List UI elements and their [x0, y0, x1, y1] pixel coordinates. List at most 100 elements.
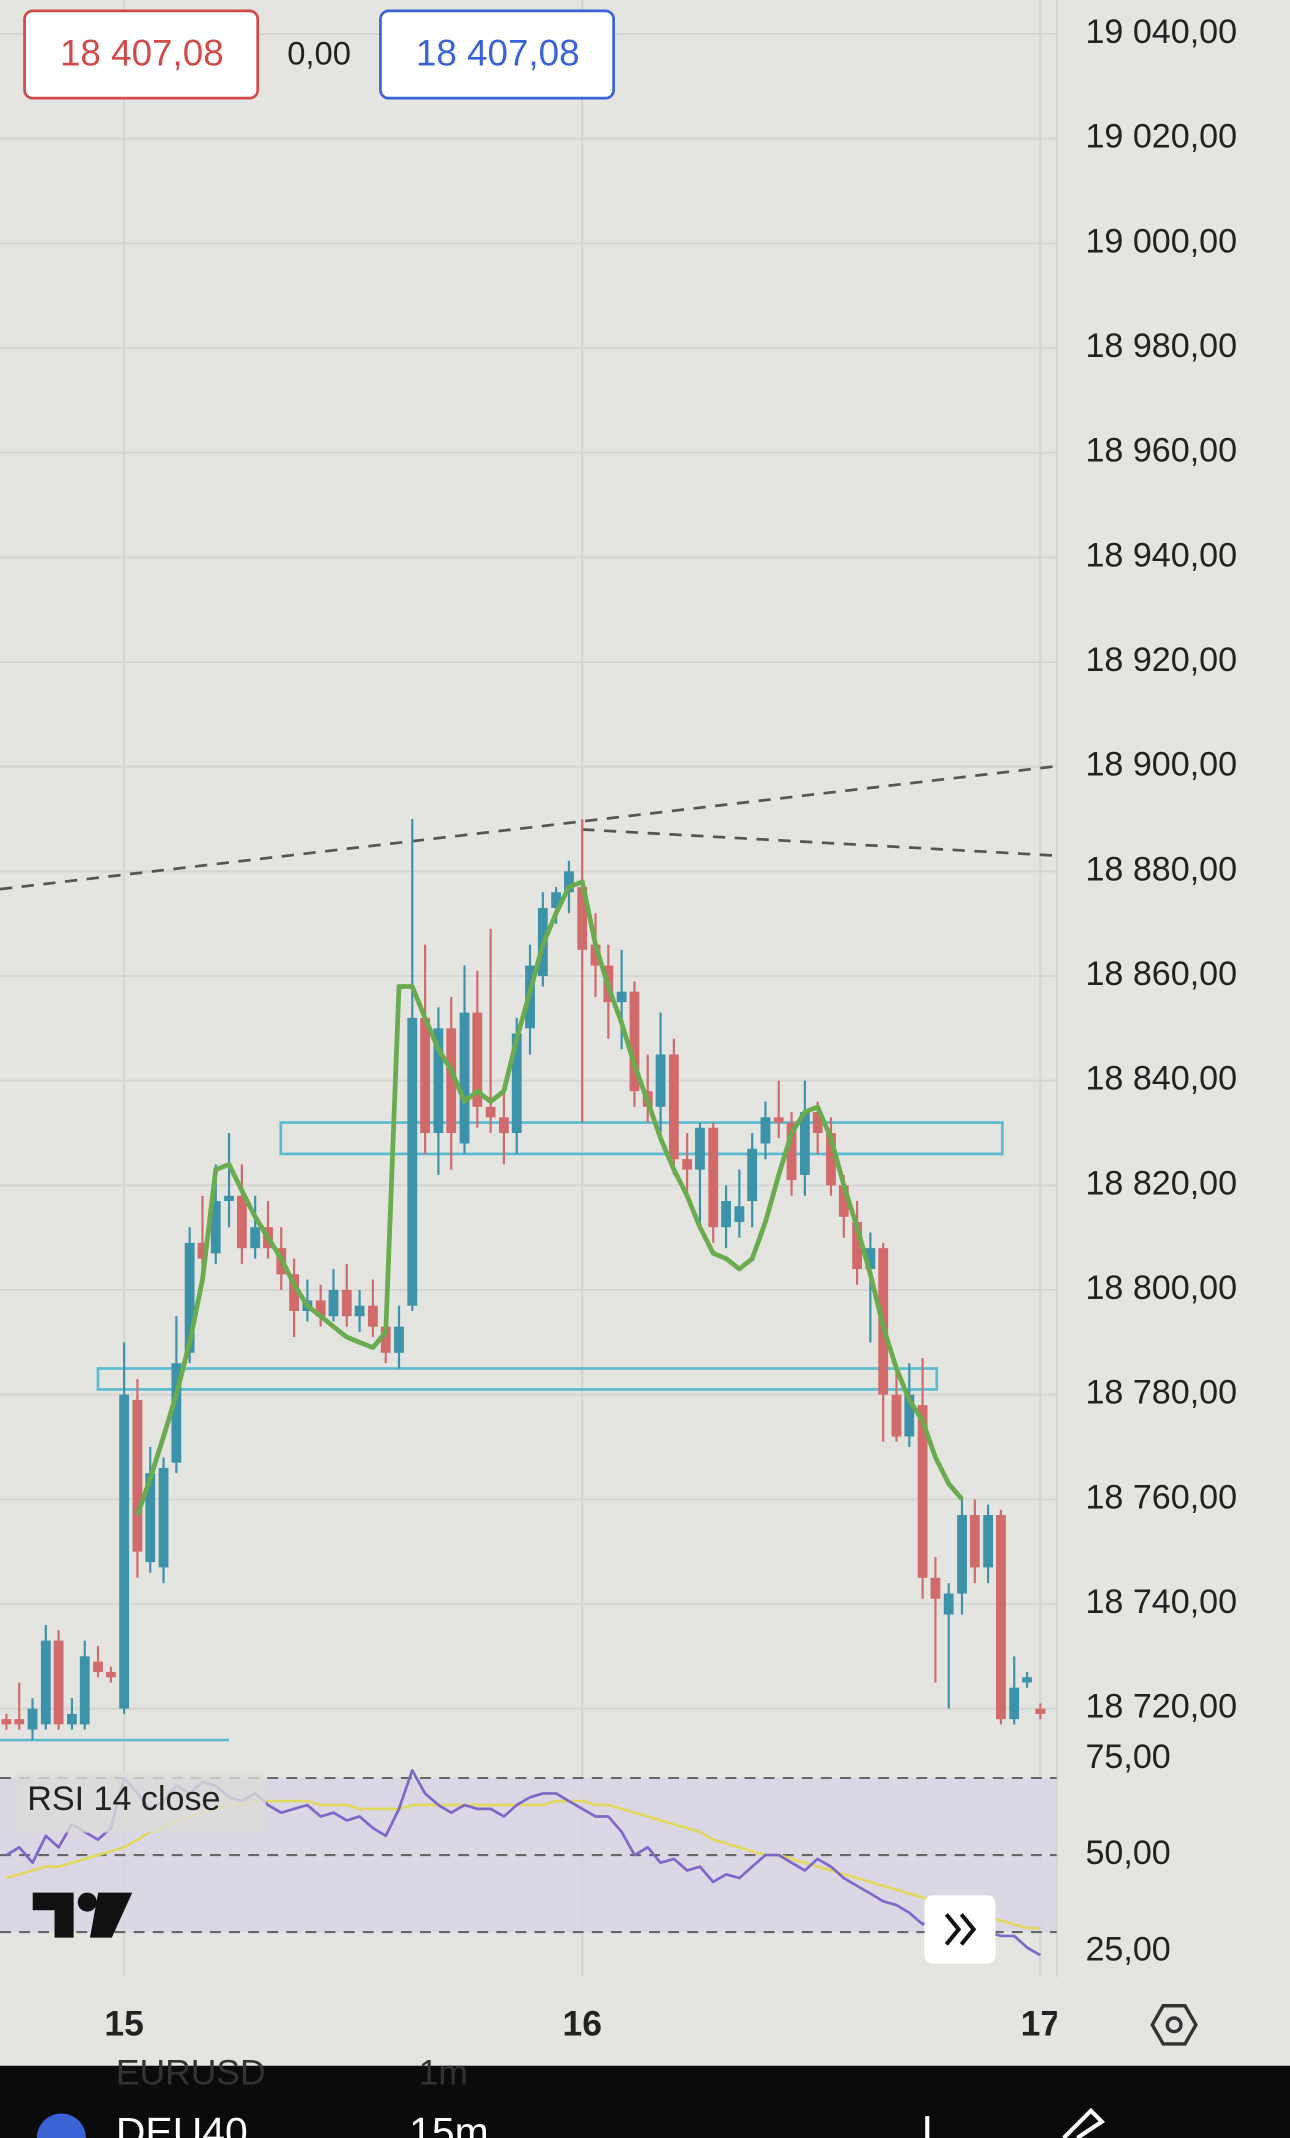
candle-body — [943, 1593, 954, 1615]
x-tick-label: 17 — [1021, 2004, 1060, 2044]
y-tick-label: 18 780,00 — [1085, 1374, 1237, 1412]
y-tick-label: 18 800,00 — [1085, 1269, 1237, 1307]
candle-body — [328, 1290, 339, 1317]
candle-body — [904, 1394, 915, 1437]
candle-body — [957, 1515, 967, 1594]
candle-body — [79, 1656, 90, 1725]
y-tick-label: 18 720,00 — [1085, 1688, 1237, 1726]
candle-body — [551, 892, 562, 908]
y-tick-label: 19 040,00 — [1085, 13, 1237, 51]
candle-body — [511, 1033, 522, 1134]
y-tick-label: 18 840,00 — [1085, 1060, 1237, 1098]
candle-body — [577, 887, 588, 950]
candle-body — [354, 1305, 365, 1317]
x-tick-label: 16 — [563, 2004, 602, 2044]
candle-body — [394, 1326, 404, 1353]
candle-body — [773, 1117, 784, 1123]
y-tick-label: 19 020,00 — [1085, 118, 1237, 156]
x-tick-label: 15 — [104, 2004, 143, 2044]
candle-body — [224, 1195, 234, 1202]
scroll-button[interactable] — [924, 1895, 996, 1964]
y-tick-label: 18 940,00 — [1085, 536, 1237, 574]
candle-body — [1, 1719, 12, 1725]
candle-body — [983, 1515, 994, 1568]
candle-body — [67, 1713, 77, 1725]
candle-body — [996, 1515, 1006, 1720]
candle-body — [485, 1106, 496, 1118]
header: 18 407,08 0,00 18 407,08 — [23, 9, 615, 100]
candle-body — [380, 1326, 391, 1353]
ghost-symbol: EURUSD — [116, 2053, 266, 2093]
candle-body — [760, 1117, 771, 1144]
candle-body — [93, 1661, 103, 1673]
candle-body — [616, 991, 627, 1003]
rsi-tick-label: 75,00 — [1085, 1738, 1170, 1776]
time-axis: 15 16 17 — [104, 2004, 1060, 2044]
candle-body — [838, 1185, 849, 1217]
candle-body — [132, 1399, 143, 1552]
candle-body — [145, 1473, 156, 1563]
interval[interactable]: 15m — [409, 2109, 489, 2138]
settings-icon[interactable] — [1150, 2004, 1198, 2046]
candle-body — [407, 1017, 418, 1306]
candle-body — [184, 1242, 195, 1353]
candle-body — [158, 1467, 169, 1568]
candle-body — [250, 1227, 261, 1249]
candle-body — [171, 1363, 182, 1463]
candle-body — [564, 871, 574, 893]
price-pane — [0, 764, 1057, 1742]
rsi-legend: RSI 14 close — [27, 1780, 220, 1818]
footer: EURUSD 1m DEU40 15m — [0, 2053, 1290, 2138]
candle-body — [341, 1290, 352, 1317]
candle-body — [119, 1394, 130, 1709]
candle-body — [367, 1305, 378, 1327]
symbol[interactable]: DEU40 — [116, 2109, 248, 2138]
legend-bg — [13, 1772, 266, 1833]
candle-body — [852, 1221, 862, 1270]
candle-body — [289, 1274, 300, 1311]
toolbar-icons[interactable] — [925, 2107, 1106, 2138]
y-tick-label: 18 820,00 — [1085, 1164, 1237, 1202]
candle-body — [668, 1054, 679, 1160]
candle-body — [917, 1405, 928, 1578]
candle-body — [799, 1112, 810, 1175]
candle-body — [433, 1028, 444, 1134]
y-tick-label: 18 960,00 — [1085, 432, 1237, 470]
candle-body — [590, 944, 601, 966]
candle-body — [197, 1242, 208, 1259]
ghost-interval: 1m — [419, 2053, 468, 2093]
zone — [96, 1367, 939, 1391]
candle-body — [53, 1640, 64, 1725]
candle-body — [708, 1127, 719, 1228]
candle-body — [734, 1206, 745, 1222]
candle-body — [682, 1159, 693, 1170]
spread: 0,00 — [287, 35, 351, 72]
moving-average — [135, 879, 964, 1516]
rsi-tick-label: 50,00 — [1085, 1834, 1170, 1872]
candle-body — [472, 1012, 483, 1107]
candle-body — [695, 1127, 705, 1170]
y-tick-label: 18 900,00 — [1085, 746, 1237, 784]
candle-body — [786, 1122, 797, 1181]
y-tick-label: 18 880,00 — [1085, 850, 1237, 888]
candle-body — [812, 1112, 823, 1134]
buy-box[interactable] — [379, 9, 615, 100]
y-tick-label: 18 980,00 — [1085, 327, 1237, 365]
y-tick-label: 19 000,00 — [1085, 222, 1237, 260]
candle-body — [14, 1719, 25, 1725]
sell-price: 18 407,08 — [60, 33, 224, 74]
candle-body — [930, 1577, 941, 1599]
trend-line — [0, 764, 1057, 891]
candle-body — [1009, 1687, 1020, 1720]
sell-box[interactable] — [23, 9, 260, 100]
y-tick-label: 18 860,00 — [1085, 955, 1237, 993]
candle-body — [27, 1708, 38, 1730]
candle-body — [891, 1394, 902, 1437]
candle-body — [446, 1028, 457, 1134]
candle-body — [629, 991, 640, 1092]
candle-body — [1022, 1677, 1032, 1683]
zone — [279, 1121, 1004, 1156]
candle-body — [459, 1012, 470, 1144]
